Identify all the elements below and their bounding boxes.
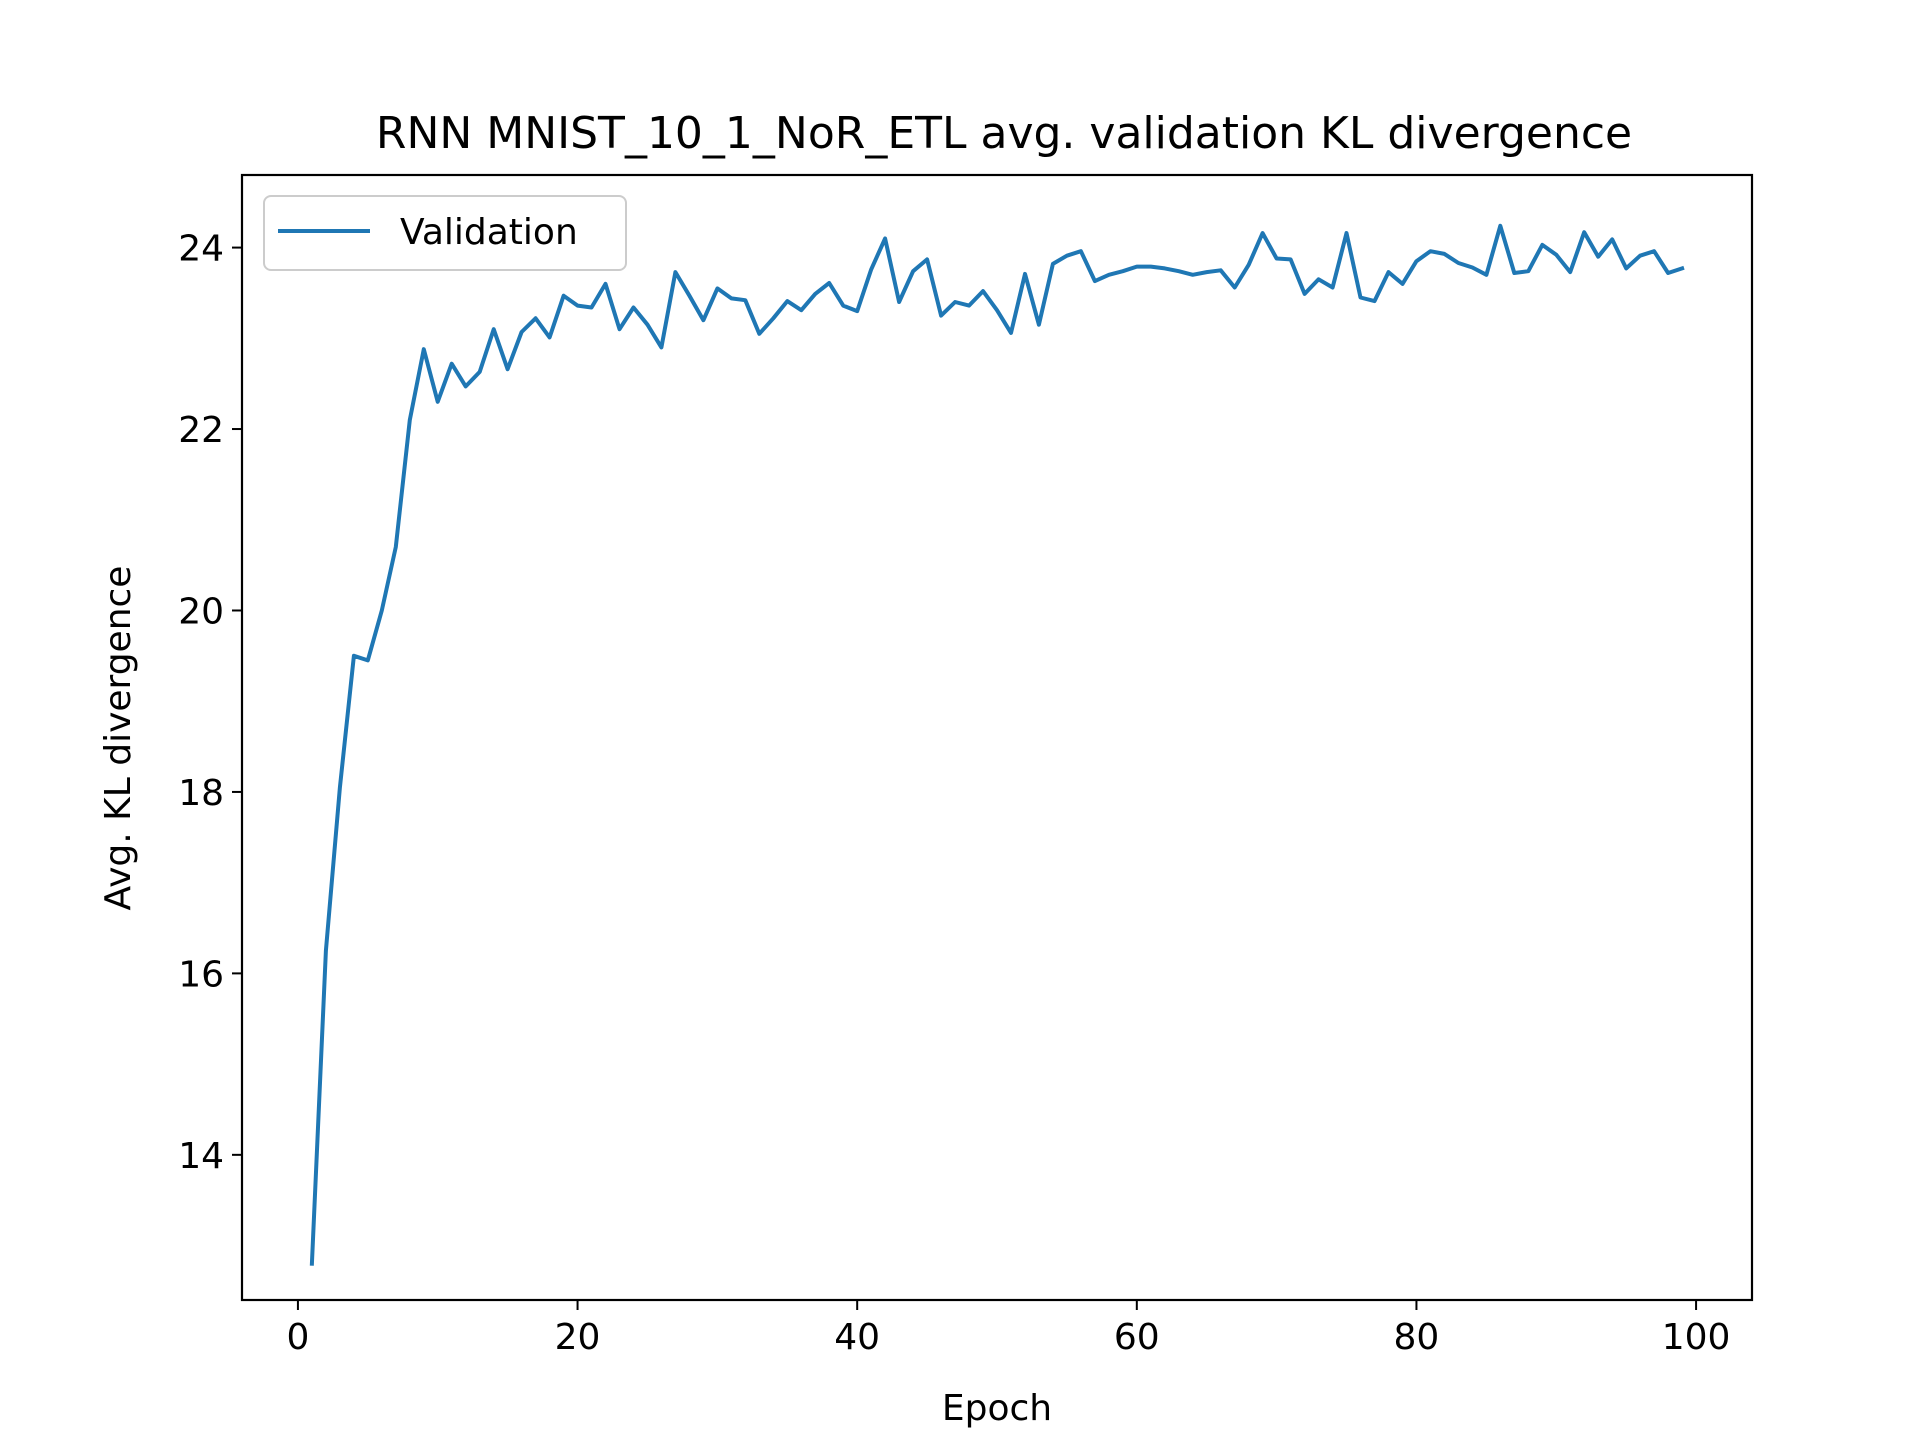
x-tick-label: 0 — [286, 1317, 309, 1358]
chart-title: RNN MNIST_10_1_NoR_ETL avg. validation K… — [376, 108, 1632, 159]
y-tick-label: 14 — [178, 1136, 224, 1177]
x-tick-label: 40 — [834, 1317, 880, 1358]
x-tick-label: 60 — [1114, 1317, 1160, 1358]
y-tick-label: 16 — [178, 954, 224, 995]
y-tick-label: 22 — [178, 410, 224, 451]
y-axis-ticks: 14 16 18 20 22 24 — [178, 229, 242, 1177]
plot-frame — [240, 173, 1754, 1302]
legend-box — [263, 195, 627, 271]
x-tick-label: 100 — [1662, 1317, 1731, 1358]
x-axis-label: Epoch — [942, 1388, 1052, 1429]
series-layer — [309, 223, 1685, 1266]
legend-label-validation: Validation — [400, 212, 578, 253]
y-axis-label: Avg. KL divergence — [98, 566, 139, 911]
y-tick-label: 20 — [178, 591, 224, 632]
series-line-validation — [309, 223, 1685, 1266]
plot-area — [242, 175, 1752, 1300]
x-axis-ticks: 0 20 40 60 80 100 — [286, 1300, 1730, 1358]
legend: Validation — [263, 195, 627, 271]
y-tick-label: 18 — [178, 773, 224, 814]
x-tick-label: 80 — [1394, 1317, 1440, 1358]
x-tick-label: 20 — [555, 1317, 601, 1358]
y-tick-label: 24 — [178, 229, 224, 270]
